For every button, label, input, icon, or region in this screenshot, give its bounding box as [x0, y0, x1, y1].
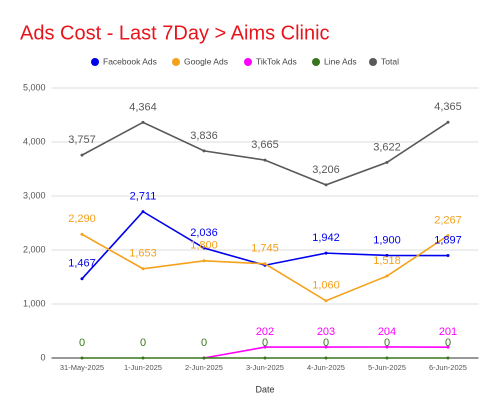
point — [446, 345, 450, 349]
data-label: 1,900 — [373, 234, 401, 246]
point — [446, 356, 450, 360]
y-tick-label: 3,000 — [23, 190, 46, 200]
data-label: 3,665 — [251, 139, 279, 151]
data-label: 1,942 — [312, 232, 340, 244]
data-label: 4,364 — [129, 101, 157, 113]
x-tick-label: 3-Jun-2025 — [246, 363, 284, 372]
point — [385, 160, 389, 164]
point — [80, 153, 84, 157]
x-tick-label: 4-Jun-2025 — [307, 363, 345, 372]
data-label: 1,897 — [434, 234, 462, 246]
point — [263, 262, 267, 266]
data-label: 201 — [439, 326, 457, 338]
legend-marker — [172, 58, 180, 66]
point — [263, 158, 267, 162]
data-label: 0 — [323, 337, 329, 349]
data-label: 1,800 — [190, 240, 218, 252]
legend-label: Total — [381, 56, 399, 66]
data-label: 2,711 — [130, 191, 157, 203]
x-tick-label: 1-Jun-2025 — [124, 363, 162, 372]
y-tick-label: 5,000 — [23, 82, 46, 92]
point — [80, 277, 84, 281]
point — [202, 246, 206, 250]
point — [141, 210, 145, 214]
x-axis-label: Date — [255, 384, 274, 394]
point — [324, 251, 328, 255]
data-label: 1,518 — [373, 255, 401, 267]
y-tick-label: 0 — [40, 352, 45, 362]
y-tick-label: 2,000 — [23, 244, 46, 254]
data-label: 0 — [79, 337, 85, 349]
legend-label: Google Ads — [184, 56, 228, 66]
point — [202, 259, 206, 263]
legend-marker — [244, 58, 252, 66]
point — [385, 253, 389, 257]
data-label: 1,745 — [251, 243, 279, 255]
y-tick-label: 1,000 — [23, 298, 46, 308]
point — [263, 345, 267, 349]
point — [385, 356, 389, 360]
x-tick-label: 2-Jun-2025 — [185, 363, 223, 372]
data-label: 3,757 — [68, 134, 96, 146]
point — [446, 234, 450, 238]
legend-marker — [312, 58, 320, 66]
data-label: 2,267 — [434, 214, 462, 226]
data-label: 0 — [201, 337, 207, 349]
data-label: 3,836 — [190, 130, 218, 142]
point — [324, 183, 328, 187]
point — [324, 345, 328, 349]
data-label: 0 — [445, 337, 451, 349]
point — [385, 274, 389, 278]
legend-label: TikTok Ads — [256, 56, 297, 66]
point — [202, 356, 206, 360]
data-label: 0 — [262, 337, 268, 349]
x-tick-label: 31-May-2025 — [60, 363, 104, 372]
point — [202, 149, 206, 153]
point — [385, 345, 389, 349]
x-tick-label: 5-Jun-2025 — [368, 363, 406, 372]
point — [263, 356, 267, 360]
legend-marker — [91, 58, 99, 66]
legend-label: Facebook Ads — [103, 56, 157, 66]
point — [446, 120, 450, 124]
legend-marker — [369, 58, 377, 66]
point — [80, 356, 84, 360]
data-label: 1,467 — [68, 258, 96, 270]
data-label: 3,622 — [373, 141, 401, 153]
data-label: 3,206 — [312, 164, 340, 176]
data-label: 1,060 — [312, 280, 340, 292]
data-label: 203 — [317, 326, 335, 338]
point — [324, 299, 328, 303]
point — [141, 120, 145, 124]
point — [324, 356, 328, 360]
chart-title: Ads Cost - Last 7Day > Aims Clinic — [20, 22, 330, 44]
data-label: 2,036 — [190, 227, 218, 239]
data-label: 0 — [140, 337, 146, 349]
data-label: 2,290 — [68, 213, 96, 225]
point — [141, 356, 145, 360]
data-label: 204 — [378, 326, 396, 338]
data-label: 202 — [256, 326, 274, 338]
point — [446, 254, 450, 258]
point — [80, 232, 84, 236]
y-tick-label: 4,000 — [23, 136, 46, 146]
x-tick-label: 6-Jun-2025 — [429, 363, 467, 372]
data-label: 1,653 — [129, 248, 157, 260]
legend-label: Line Ads — [324, 56, 357, 66]
point — [141, 267, 145, 271]
data-label: 0 — [384, 337, 390, 349]
data-label: 4,365 — [434, 101, 462, 113]
